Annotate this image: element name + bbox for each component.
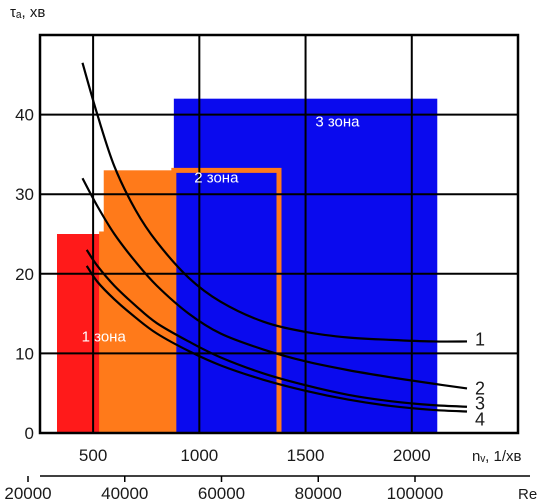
zone-labels-layer: 1 зона 2 зона 3 зона [82, 114, 361, 346]
secondary-x-tick-label-100000: 100000 [387, 484, 444, 503]
y-tick-label-20: 20 [15, 265, 34, 284]
curve-3-label: 3 [475, 394, 485, 414]
curve-2 [81, 177, 468, 390]
secondary-x-tick-label-40000: 40000 [101, 484, 148, 503]
ticks-layer: 0 10 20 30 40 500 1000 1500 2000 20000 40000 60000 8… [4, 106, 443, 503]
x-tick-label-1000: 1000 [180, 446, 218, 465]
curve-4-label: 4 [475, 410, 485, 430]
zone-1-label: 1 зона [82, 328, 127, 345]
y-tick-label-0: 0 [25, 424, 34, 443]
curve-2-label: 2 [475, 378, 485, 398]
zone-3-label: 3 зона [315, 114, 360, 131]
curve-1 [81, 62, 468, 343]
x-tick-label-1500: 1500 [287, 446, 325, 465]
y-axis-title: τₐ, хв [10, 4, 45, 21]
y-tick-label-40: 40 [15, 106, 34, 125]
plot-frame [38, 33, 520, 435]
secondary-x-axis-title: Re [518, 486, 537, 503]
x-tick-label-500: 500 [79, 446, 107, 465]
curve-3 [85, 249, 468, 408]
curve-1-label: 1 [475, 329, 485, 349]
zones-layer [56, 98, 438, 434]
y-tick-label-10: 10 [15, 344, 34, 363]
secondary-x-tick-label-20000: 20000 [4, 484, 51, 503]
curve-4 [85, 265, 468, 413]
zone-1-outline [99, 231, 155, 433]
curves-layer: 1 234 [81, 62, 485, 430]
secondary-x-tick-label-60000: 60000 [198, 484, 245, 503]
y-tick-label-30: 30 [15, 185, 34, 204]
x-tick-label-2000: 2000 [393, 446, 431, 465]
zone-2-label: 2 зона [194, 169, 239, 186]
secondary-x-tick-label-80000: 80000 [295, 484, 342, 503]
x-axis-title: nᵥ, 1/хв [472, 448, 522, 465]
